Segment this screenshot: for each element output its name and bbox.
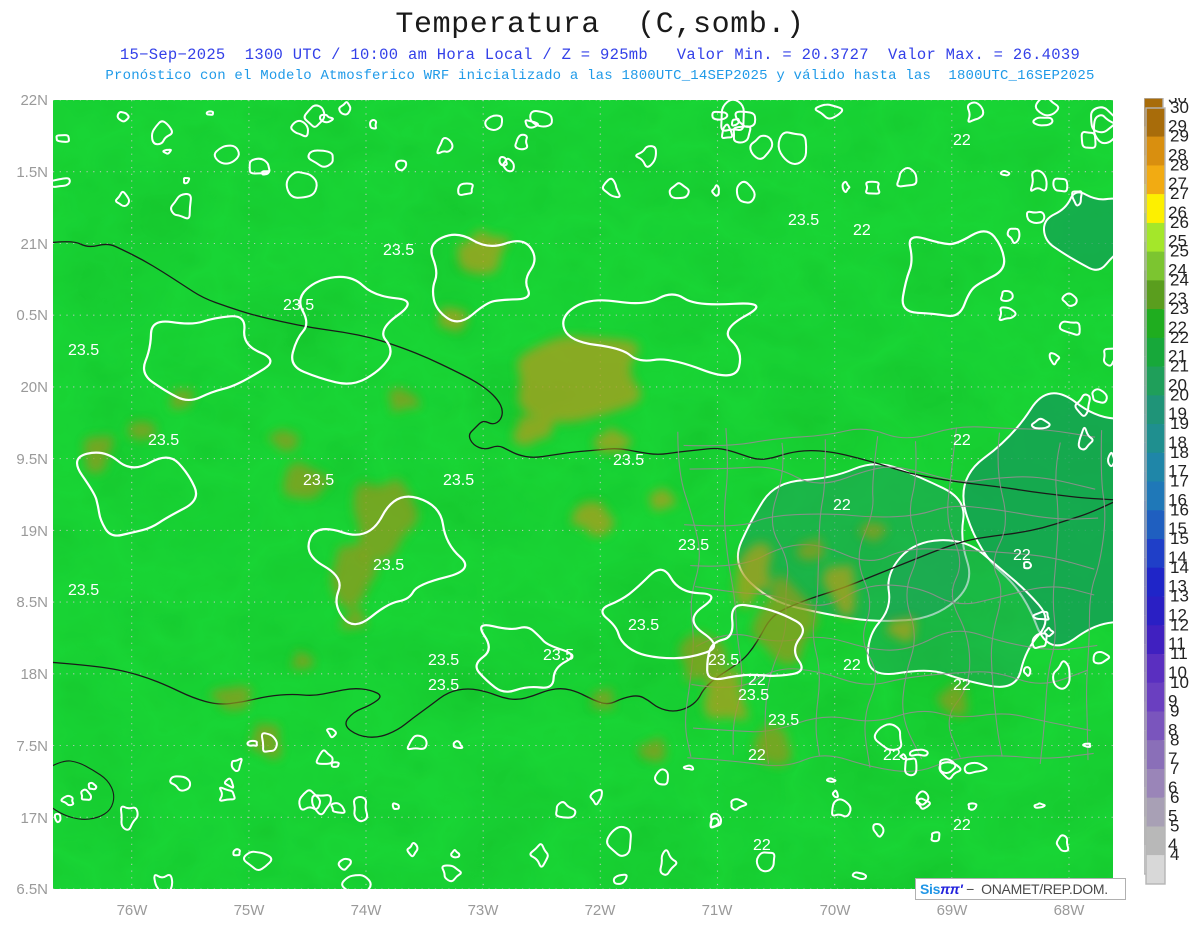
svg-text:30: 30 bbox=[1170, 98, 1189, 117]
svg-text:23.5: 23.5 bbox=[428, 652, 459, 669]
svg-text:26: 26 bbox=[1170, 213, 1189, 232]
svg-text:23.5: 23.5 bbox=[148, 432, 179, 449]
svg-text:5: 5 bbox=[1170, 817, 1179, 836]
svg-text:10: 10 bbox=[1170, 673, 1189, 692]
svg-text:23.5: 23.5 bbox=[628, 617, 659, 634]
svg-text:22: 22 bbox=[748, 672, 766, 689]
svg-text:9: 9 bbox=[1170, 702, 1179, 721]
svg-text:19: 19 bbox=[1170, 414, 1189, 433]
svg-text:23.5: 23.5 bbox=[543, 647, 574, 664]
svg-text:23.5: 23.5 bbox=[373, 557, 404, 574]
svg-text:23: 23 bbox=[1170, 299, 1189, 318]
svg-text:21: 21 bbox=[1170, 357, 1189, 376]
svg-text:7: 7 bbox=[1170, 759, 1179, 778]
svg-text:23.5: 23.5 bbox=[68, 342, 99, 359]
svg-text:23.5: 23.5 bbox=[678, 537, 709, 554]
svg-text:23.5: 23.5 bbox=[68, 582, 99, 599]
svg-text:23.5: 23.5 bbox=[788, 212, 819, 229]
svg-text:23.5: 23.5 bbox=[383, 242, 414, 259]
svg-text:22: 22 bbox=[853, 222, 871, 239]
svg-text:29: 29 bbox=[1170, 127, 1189, 146]
svg-text:23.5: 23.5 bbox=[613, 452, 644, 469]
svg-text:25: 25 bbox=[1170, 242, 1189, 261]
svg-text:22: 22 bbox=[883, 747, 901, 764]
svg-text:17: 17 bbox=[1170, 472, 1189, 491]
svg-text:23.5: 23.5 bbox=[303, 472, 334, 489]
svg-text:8: 8 bbox=[1170, 730, 1179, 749]
svg-text:6: 6 bbox=[1170, 788, 1179, 807]
svg-text:22: 22 bbox=[748, 747, 766, 764]
svg-text:22: 22 bbox=[843, 657, 861, 674]
svg-text:20: 20 bbox=[1170, 385, 1189, 404]
svg-text:22: 22 bbox=[833, 497, 851, 514]
svg-text:22: 22 bbox=[953, 432, 971, 449]
svg-text:23.5: 23.5 bbox=[768, 712, 799, 729]
svg-text:22: 22 bbox=[953, 132, 971, 149]
svg-text:22: 22 bbox=[953, 817, 971, 834]
svg-text:24: 24 bbox=[1170, 270, 1189, 289]
svg-text:22: 22 bbox=[953, 677, 971, 694]
svg-text:23.5: 23.5 bbox=[283, 297, 314, 314]
svg-text:23.5: 23.5 bbox=[443, 472, 474, 489]
svg-text:15: 15 bbox=[1170, 529, 1189, 548]
svg-text:14: 14 bbox=[1170, 558, 1189, 577]
svg-text:13: 13 bbox=[1170, 587, 1189, 606]
svg-text:22: 22 bbox=[1013, 547, 1031, 564]
svg-text:22: 22 bbox=[753, 837, 771, 854]
svg-text:4: 4 bbox=[1170, 845, 1179, 864]
svg-text:12: 12 bbox=[1170, 615, 1189, 634]
svg-text:23.5: 23.5 bbox=[738, 687, 769, 704]
svg-text:23.5: 23.5 bbox=[708, 652, 739, 669]
svg-text:28: 28 bbox=[1170, 156, 1189, 175]
svg-text:16: 16 bbox=[1170, 500, 1189, 519]
svg-text:11: 11 bbox=[1170, 644, 1188, 663]
svg-text:18: 18 bbox=[1170, 443, 1189, 462]
svg-text:27: 27 bbox=[1170, 184, 1189, 203]
svg-text:22: 22 bbox=[1170, 328, 1189, 347]
svg-text:23.5: 23.5 bbox=[428, 677, 459, 694]
